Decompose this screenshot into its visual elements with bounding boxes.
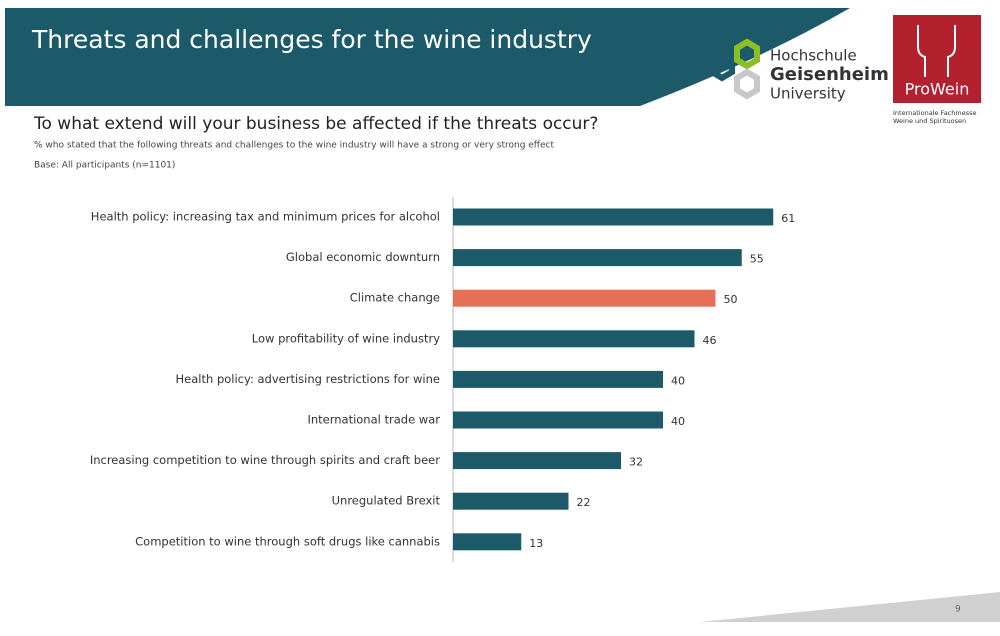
logo-text: Hochschule — [770, 47, 857, 65]
bar — [453, 370, 663, 388]
value-label: 55 — [750, 253, 764, 266]
bar — [453, 533, 522, 551]
logo-text: University — [770, 85, 846, 103]
bar — [453, 330, 695, 348]
geisenheim-logo: Hochschule Geisenheim University — [709, 38, 889, 103]
prowein-logo: ProWein Internationale Fachmesse Weine u… — [893, 15, 981, 125]
category-label: Climate change — [350, 291, 440, 305]
value-label: 40 — [671, 374, 685, 387]
value-label: 61 — [781, 212, 795, 225]
logo-caption: Weine und Spirituosen — [893, 117, 966, 125]
category-label: International trade war — [307, 413, 440, 427]
footer-wedge — [700, 592, 1000, 622]
value-label: 40 — [671, 415, 685, 428]
category-label: Low profitability of wine industry — [252, 331, 440, 345]
chart-note: Base: All participants (n=1101) — [34, 161, 175, 171]
bar — [453, 208, 774, 226]
chart-title: To what extend will your business be aff… — [33, 114, 598, 134]
category-label: Increasing competition to wine through s… — [90, 453, 440, 467]
bar — [453, 452, 621, 470]
category-label: Health policy: advertising restrictions … — [176, 372, 440, 386]
header-banner — [5, 8, 850, 106]
slide-title: Threats and challenges for the wine indu… — [31, 25, 592, 54]
value-label: 32 — [629, 456, 643, 469]
category-label: Global economic downturn — [286, 250, 440, 264]
category-label: Health policy: increasing tax and minimu… — [91, 210, 440, 224]
value-label: 50 — [724, 293, 738, 306]
logo-text: Geisenheim — [770, 64, 889, 85]
category-label: Competition to wine through soft drugs l… — [135, 534, 440, 548]
bar — [453, 249, 742, 267]
category-label: Unregulated Brexit — [332, 494, 441, 508]
bar — [453, 492, 569, 510]
logo-text: ProWein — [905, 80, 970, 99]
value-label: 13 — [529, 537, 543, 550]
bar — [453, 289, 716, 307]
bar — [453, 411, 663, 429]
value-label: 46 — [703, 334, 717, 347]
chart-subtitle: % who stated that the following threats … — [34, 141, 554, 151]
value-label: 22 — [577, 496, 591, 509]
logo-caption: Internationale Fachmesse — [893, 109, 976, 117]
page-number: 9 — [955, 605, 961, 615]
